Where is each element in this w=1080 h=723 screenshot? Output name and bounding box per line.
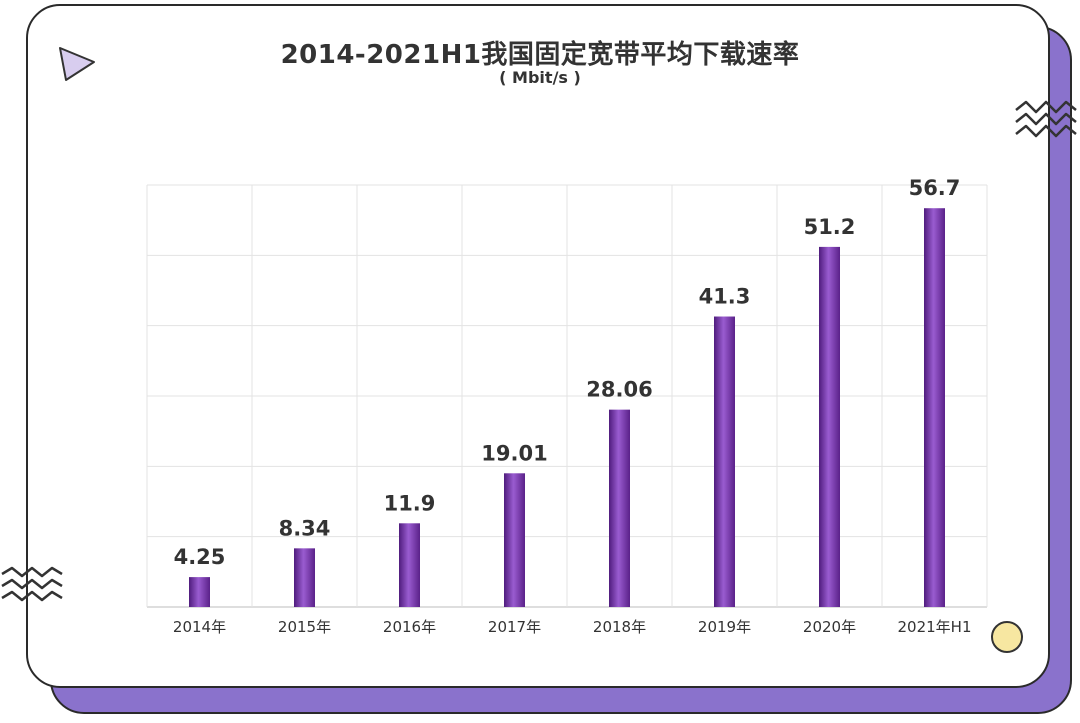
data-labels: 4.25 8.34 11.9 19.01 28.06 41.3 51.2 56.7 (174, 176, 961, 569)
data-label: 4.25 (174, 545, 226, 569)
chart-title: 2014-2021H1我国固定宽带平均下载速率 (280, 40, 800, 70)
bar (714, 316, 735, 607)
bar (399, 523, 420, 607)
chart-subtitle: ( Mbit/s ) (499, 68, 581, 87)
bar (924, 208, 945, 607)
bar (294, 548, 315, 607)
data-label: 8.34 (279, 516, 331, 540)
x-tick-label: 2018年 (593, 618, 646, 636)
data-label: 41.3 (699, 285, 751, 309)
x-tick-label: 2017年 (488, 618, 541, 636)
x-tick-label: 2019年 (698, 618, 751, 636)
data-label: 11.9 (384, 491, 436, 515)
data-label: 56.7 (909, 176, 961, 200)
circle-icon (991, 621, 1023, 653)
chart-card (26, 4, 1050, 688)
data-label: 28.06 (586, 378, 652, 402)
triangle-icon (59, 47, 95, 81)
x-tick-label: 2014年 (173, 618, 226, 636)
x-tick-label: 2015年 (278, 618, 331, 636)
data-label: 51.2 (804, 215, 856, 239)
x-tick-label: 2016年 (383, 618, 436, 636)
x-axis-ticks: 2014年 2015年 2016年 2017年 2018年 2019年 2020年 2021年… (173, 618, 972, 636)
bar (504, 473, 525, 607)
x-tick-label: 2020年 (803, 618, 856, 636)
grid (146, 184, 988, 608)
bar (609, 409, 630, 607)
bars (189, 208, 945, 608)
data-label: 19.01 (481, 441, 547, 465)
x-tick-label: 2021年H1 (898, 618, 972, 636)
zigzag-icon (1, 566, 63, 602)
zigzag-icon (1015, 100, 1077, 138)
bar (819, 246, 840, 608)
bar (189, 577, 210, 607)
